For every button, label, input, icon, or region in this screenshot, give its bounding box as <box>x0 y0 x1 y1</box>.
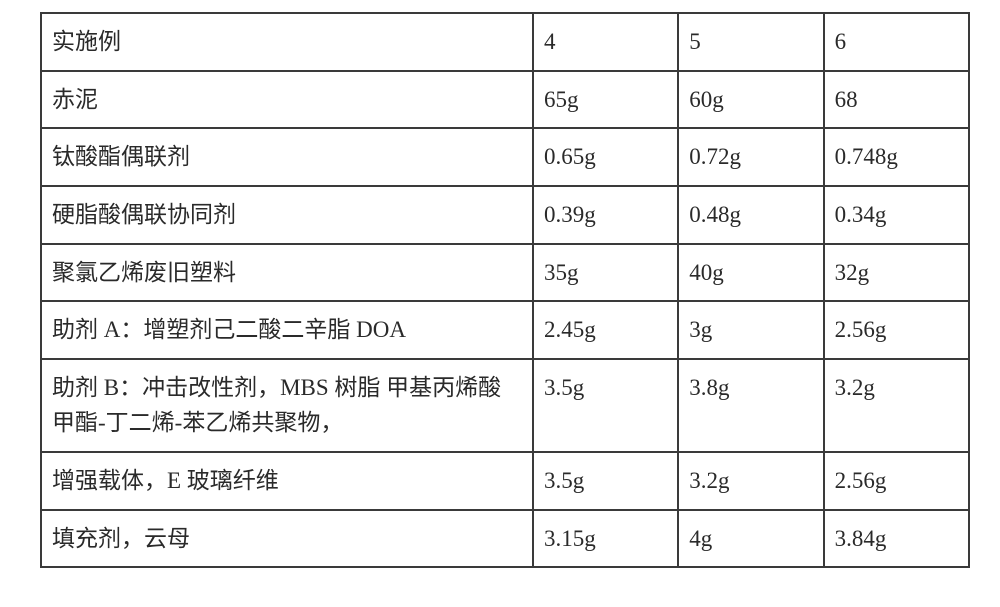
cell-label: 实施例 <box>41 13 533 71</box>
cell-value: 5 <box>678 13 823 71</box>
cell-value: 3.5g <box>533 452 678 510</box>
cell-value: 0.39g <box>533 186 678 244</box>
composition-table: 实施例 4 5 6 赤泥 65g 60g 68 钛酸酯偶联剂 0.65g 0.7… <box>40 12 970 568</box>
table-row: 助剂 B：冲击改性剂，MBS 树脂 甲基丙烯酸甲酯-丁二烯-苯乙烯共聚物， 3.… <box>41 359 969 452</box>
cell-label: 助剂 A：增塑剂己二酸二辛脂 DOA <box>41 301 533 359</box>
cell-value: 2.56g <box>824 301 969 359</box>
cell-value: 3.15g <box>533 510 678 568</box>
page: 实施例 4 5 6 赤泥 65g 60g 68 钛酸酯偶联剂 0.65g 0.7… <box>0 0 1000 607</box>
cell-value: 65g <box>533 71 678 129</box>
cell-value: 40g <box>678 244 823 302</box>
cell-value: 4 <box>533 13 678 71</box>
cell-value: 68 <box>824 71 969 129</box>
table-row: 助剂 A：增塑剂己二酸二辛脂 DOA 2.45g 3g 2.56g <box>41 301 969 359</box>
cell-value: 3g <box>678 301 823 359</box>
table-row: 赤泥 65g 60g 68 <box>41 71 969 129</box>
cell-value: 2.45g <box>533 301 678 359</box>
cell-value: 0.34g <box>824 186 969 244</box>
cell-value: 0.748g <box>824 128 969 186</box>
cell-value: 2.56g <box>824 452 969 510</box>
cell-value: 0.72g <box>678 128 823 186</box>
cell-value: 3.84g <box>824 510 969 568</box>
cell-value: 3.2g <box>824 359 969 452</box>
cell-value: 60g <box>678 71 823 129</box>
cell-value: 0.65g <box>533 128 678 186</box>
cell-label: 聚氯乙烯废旧塑料 <box>41 244 533 302</box>
cell-value: 3.8g <box>678 359 823 452</box>
cell-value: 6 <box>824 13 969 71</box>
cell-value: 4g <box>678 510 823 568</box>
cell-value: 3.5g <box>533 359 678 452</box>
cell-value: 0.48g <box>678 186 823 244</box>
table-row: 增强载体，E 玻璃纤维 3.5g 3.2g 2.56g <box>41 452 969 510</box>
cell-label: 增强载体，E 玻璃纤维 <box>41 452 533 510</box>
table-row: 实施例 4 5 6 <box>41 13 969 71</box>
cell-label: 硬脂酸偶联协同剂 <box>41 186 533 244</box>
cell-value: 3.2g <box>678 452 823 510</box>
table-row: 硬脂酸偶联协同剂 0.39g 0.48g 0.34g <box>41 186 969 244</box>
table-row: 填充剂，云母 3.15g 4g 3.84g <box>41 510 969 568</box>
cell-value: 35g <box>533 244 678 302</box>
table-row: 钛酸酯偶联剂 0.65g 0.72g 0.748g <box>41 128 969 186</box>
cell-label: 赤泥 <box>41 71 533 129</box>
cell-value: 32g <box>824 244 969 302</box>
cell-label: 助剂 B：冲击改性剂，MBS 树脂 甲基丙烯酸甲酯-丁二烯-苯乙烯共聚物， <box>41 359 533 452</box>
table-row: 聚氯乙烯废旧塑料 35g 40g 32g <box>41 244 969 302</box>
cell-label: 填充剂，云母 <box>41 510 533 568</box>
cell-label: 钛酸酯偶联剂 <box>41 128 533 186</box>
